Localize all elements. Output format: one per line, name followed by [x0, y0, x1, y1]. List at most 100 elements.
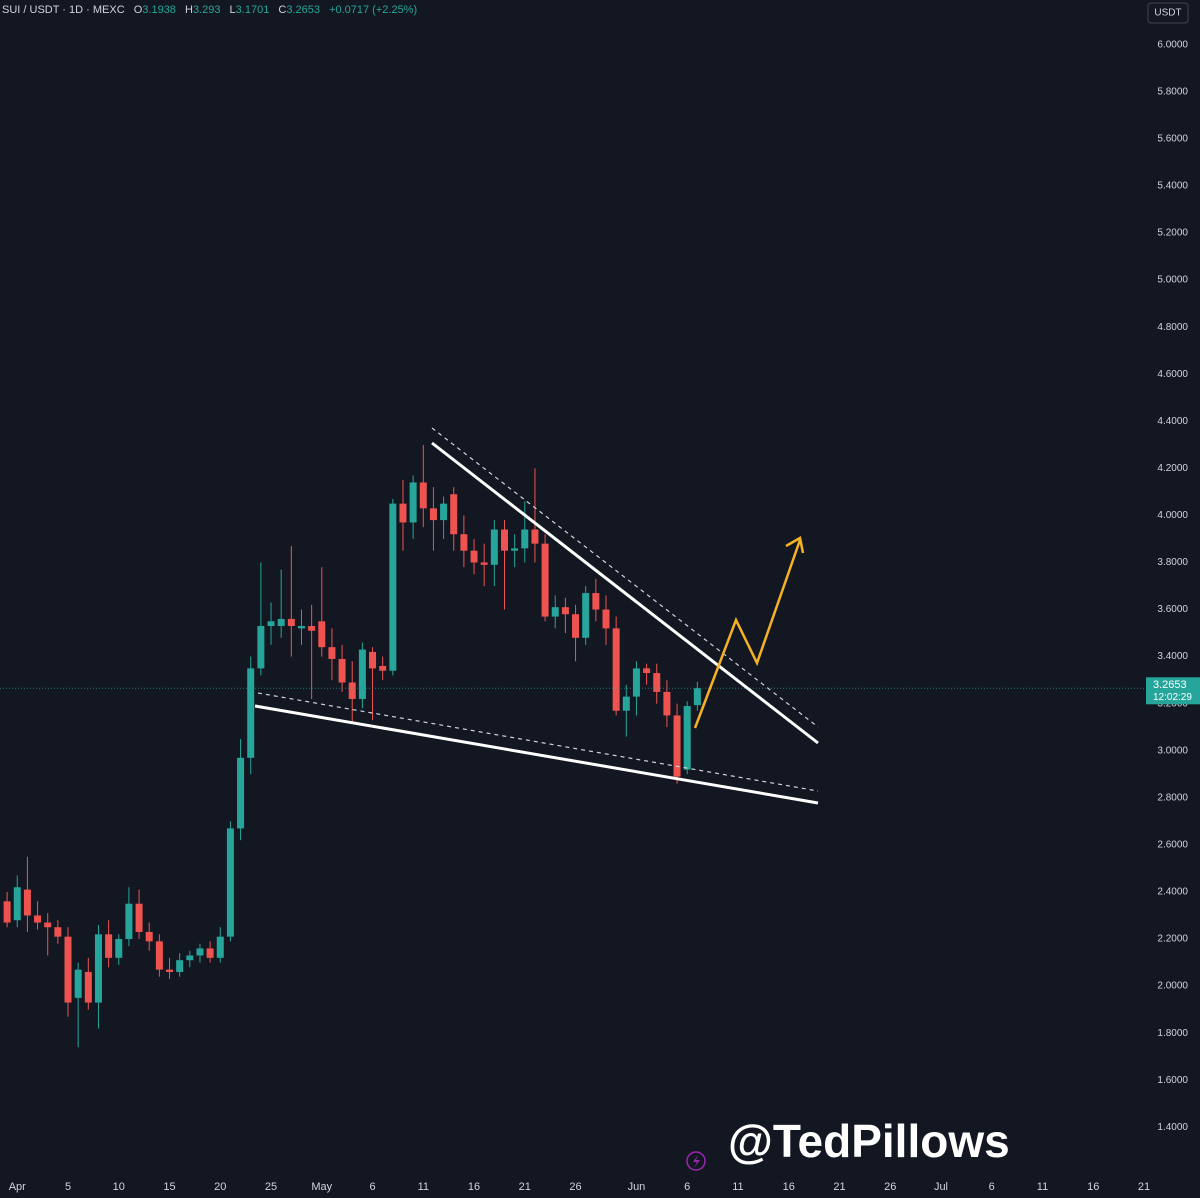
x-tick-label: 16	[1087, 1181, 1099, 1193]
y-tick-label: 3.6000	[1157, 604, 1188, 615]
h-value: 3.293	[193, 4, 221, 16]
candle-body	[64, 936, 72, 1003]
y-tick-label: 3.0000	[1157, 745, 1188, 756]
y-tick-label: 5.2000	[1157, 228, 1188, 239]
candle-body	[226, 828, 234, 937]
candle-body	[166, 969, 174, 972]
x-tick-label: 11	[1037, 1181, 1048, 1193]
candle-body	[379, 666, 387, 671]
candle-body	[176, 960, 184, 972]
candle-body	[257, 626, 265, 669]
candle-body	[186, 955, 194, 961]
candle-body	[521, 529, 529, 549]
candle-body	[450, 494, 458, 535]
l-label: L	[230, 4, 236, 16]
currency-box[interactable]	[1147, 2, 1189, 24]
x-tick-label: 6	[989, 1181, 995, 1193]
x-tick-label: Apr	[9, 1181, 26, 1193]
trendline-upper	[431, 441, 819, 745]
candle-body	[338, 658, 346, 683]
x-tick-label: 15	[163, 1181, 175, 1193]
candle-body	[287, 618, 295, 627]
x-tick-label: 10	[113, 1181, 125, 1193]
candle-body	[440, 503, 448, 521]
h-label: H	[185, 4, 193, 16]
candle-body	[490, 529, 498, 565]
y-tick-label: 1.4000	[1157, 1122, 1188, 1133]
drawings	[254, 427, 819, 805]
candle-body	[358, 649, 366, 699]
change: +0.0717 (+2.25%)	[329, 4, 417, 16]
candle-body	[592, 593, 600, 610]
x-tick-label: 6	[369, 1181, 375, 1193]
candle-body	[318, 621, 326, 648]
y-tick-label: 4.2000	[1157, 463, 1188, 474]
x-tick-label: Jun	[628, 1181, 646, 1193]
o-label: O	[134, 4, 143, 16]
projection-arrow	[785, 536, 805, 554]
l-value: 3.1701	[236, 4, 270, 16]
candle-body	[105, 934, 113, 958]
candle-body	[389, 503, 397, 671]
candle-body	[237, 757, 245, 829]
x-tick-label: 5	[65, 1181, 71, 1193]
candle-body	[653, 673, 661, 692]
candle-body	[84, 971, 92, 1003]
y-tick-label: 4.0000	[1157, 510, 1188, 521]
x-tick-label: 6	[684, 1181, 690, 1193]
price-axis	[1145, 0, 1200, 1198]
y-tick-label: 4.4000	[1157, 416, 1188, 427]
x-tick-label: 16	[468, 1181, 480, 1193]
trendline-lower	[254, 704, 819, 805]
x-tick-label: 11	[732, 1181, 743, 1193]
last-price-box	[1146, 677, 1200, 705]
candle-body	[561, 607, 569, 615]
replay-icon[interactable]	[686, 1151, 706, 1171]
o-value: 3.1938	[142, 4, 176, 16]
candle-body	[13, 887, 21, 921]
y-tick-label: 1.6000	[1157, 1075, 1188, 1086]
y-tick-label: 3.8000	[1157, 557, 1188, 568]
x-tick-label: 26	[884, 1181, 896, 1193]
candle-body	[34, 915, 42, 923]
y-tick-label: 5.0000	[1157, 275, 1188, 286]
x-tick-label: 21	[1138, 1181, 1150, 1193]
candle-body	[44, 922, 52, 928]
c-label: C	[278, 4, 286, 16]
candle-body	[551, 607, 559, 617]
candle-body	[145, 931, 153, 942]
candle-body	[480, 562, 488, 565]
candle-body	[155, 941, 163, 970]
candle-body	[216, 936, 224, 958]
candle-body	[308, 626, 316, 631]
candle-body	[419, 482, 427, 509]
y-tick-label: 3.4000	[1157, 651, 1188, 662]
candle-body	[3, 901, 11, 923]
candle-body	[643, 668, 651, 674]
symbol: SUI / USDT · 1D · MEXC	[2, 4, 125, 16]
candle-body	[511, 548, 519, 551]
projection-path	[693, 539, 802, 729]
x-tick-label: 11	[418, 1181, 429, 1193]
watermark: @TedPillows	[728, 1115, 1010, 1167]
header-line: SUI / USDT · 1D · MEXC O3.1938 H3.293 L3…	[2, 4, 417, 16]
x-tick-label: 26	[569, 1181, 581, 1193]
candle-body	[409, 482, 417, 523]
candle-body	[135, 903, 143, 932]
y-tick-label: 2.4000	[1157, 887, 1188, 898]
y-tick-label: 6.0000	[1157, 39, 1188, 50]
x-tick-label: 21	[833, 1181, 845, 1193]
y-tick-label: 1.8000	[1157, 1028, 1188, 1039]
x-tick-label: 16	[783, 1181, 795, 1193]
y-tick-label: 5.6000	[1157, 133, 1188, 144]
candle-body	[673, 715, 681, 777]
candle-body	[470, 550, 478, 563]
y-tick-label: 4.8000	[1157, 322, 1188, 333]
y-tick-label: 2.6000	[1157, 840, 1188, 851]
channel-dash-upper	[431, 427, 819, 728]
candle-body	[328, 647, 336, 659]
candle-body	[572, 614, 580, 638]
candle-body	[683, 706, 691, 770]
candle-body	[277, 618, 285, 627]
